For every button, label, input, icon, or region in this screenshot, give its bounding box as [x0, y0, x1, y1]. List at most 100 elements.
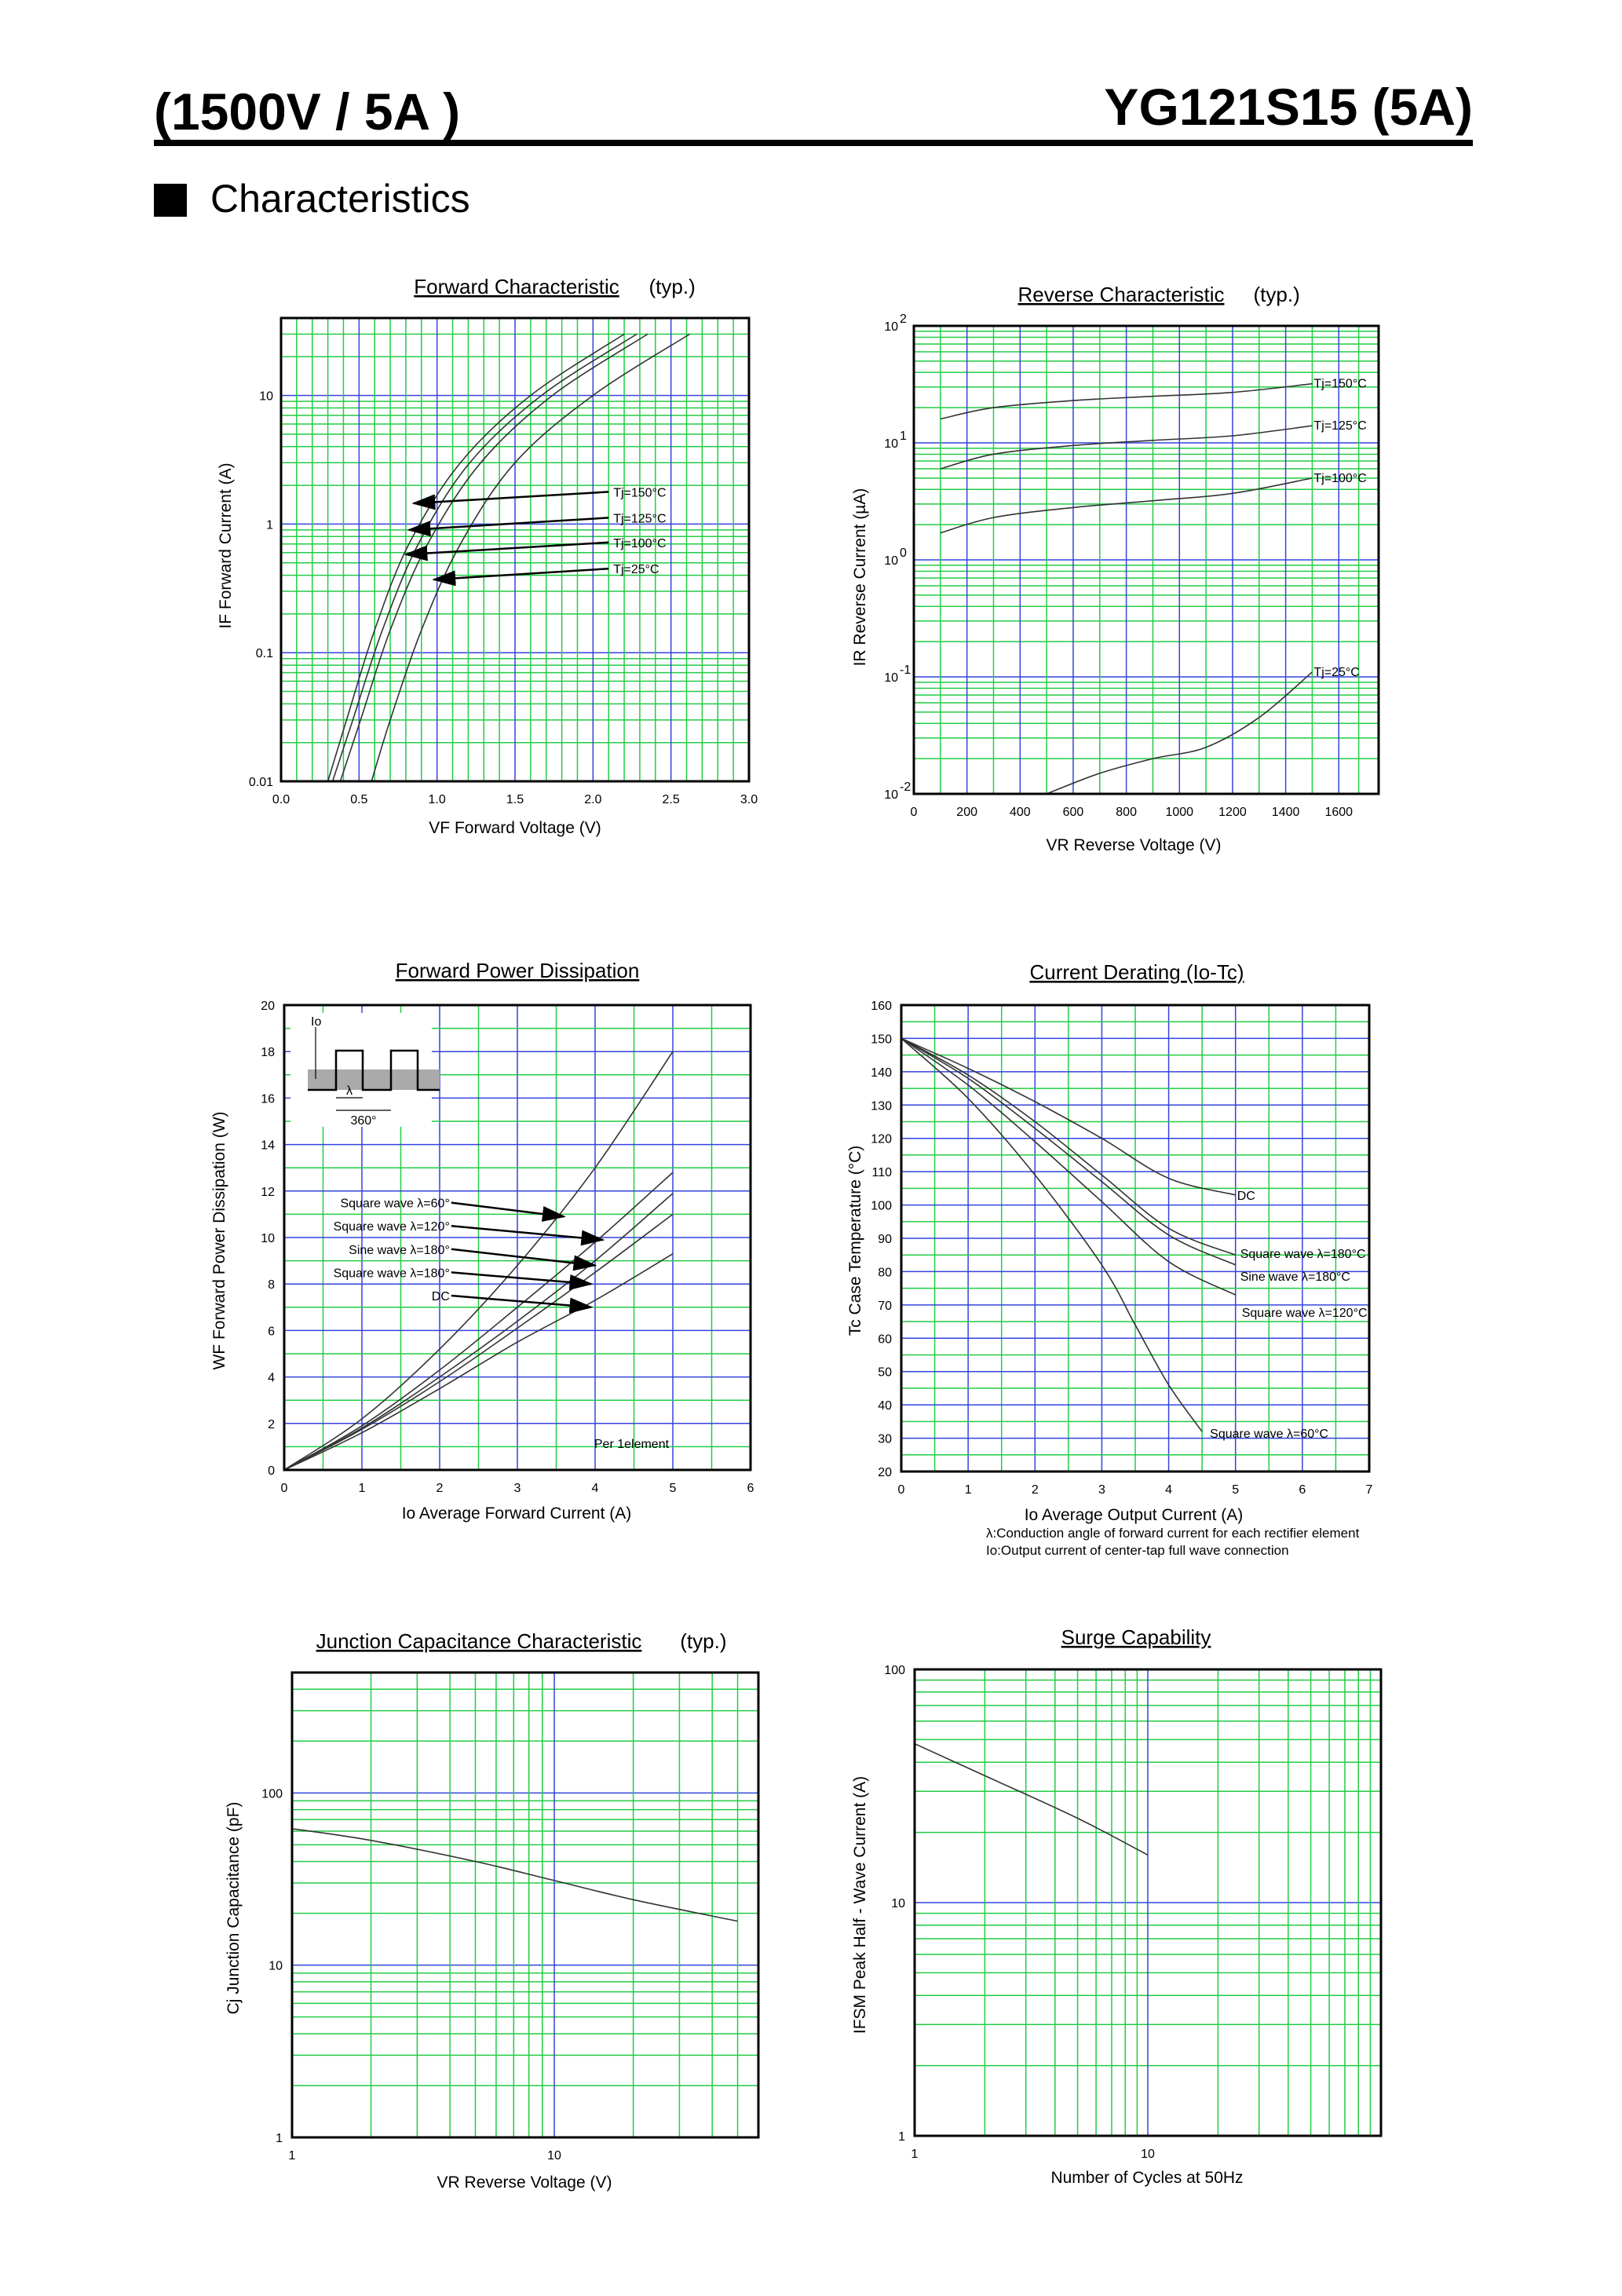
series-line-2: [901, 1037, 1237, 1266]
inset-lambda-label: λ: [346, 1084, 353, 1098]
series-line-3: [1046, 671, 1313, 795]
x-tick-label: 1.0: [429, 793, 446, 806]
x-axis-label: Io Average Forward Current (A): [402, 1504, 632, 1523]
series-line-0: [914, 1742, 1149, 1856]
forward-power-dissipation-chart: Io λ 360° Forward Power Dissipation 0 1 2 3 4 5 6 0…: [196, 954, 793, 1551]
y-tick-label: 100: [871, 1200, 892, 1213]
chart-title: Current Derating (Io-Tc): [1029, 960, 1244, 984]
annotation-arrow: [432, 567, 609, 587]
series-label: Tj=125°C: [1313, 419, 1366, 433]
junction-capacitance-chart: Junction Capacitance Characteristic (typ.…: [196, 1621, 793, 2218]
series-line-0: [291, 1828, 738, 1922]
series-line-0: [940, 382, 1313, 420]
y-tick-label: 10: [884, 554, 898, 568]
y-tick-label: 10: [884, 437, 898, 451]
annotation-arrow: [404, 541, 609, 561]
series-label: Tj=125°C: [613, 512, 666, 525]
x-tick-label: 1000: [1165, 806, 1193, 819]
y-tick-exponent: 0: [900, 547, 907, 560]
series-label: Square wave λ=180°: [334, 1267, 450, 1280]
series-line-3: [283, 1213, 674, 1471]
chart-title: Forward Characteristic: [414, 275, 619, 298]
part-number-heading: YG121S15 (5A): [1104, 78, 1473, 136]
y-tick-label: 10: [884, 671, 898, 685]
y-tick-label: 1: [898, 2130, 905, 2144]
y-tick-label: 10: [891, 1897, 905, 1910]
y-tick-exponent: 1: [900, 430, 907, 443]
series-label: Tj=25°C: [613, 563, 659, 576]
y-tick-label: 20: [261, 1000, 275, 1013]
series-line-3: [371, 333, 690, 782]
y-tick-label: 30: [878, 1433, 892, 1446]
series-label: Square wave λ=60°C: [1210, 1428, 1328, 1441]
series-label: Square wave λ=180°C: [1240, 1248, 1366, 1261]
x-tick-label: 1200: [1218, 806, 1247, 819]
annotation-arrow: [407, 517, 609, 537]
forward-characteristic-chart: Forward Characteristic (typ.) 0.0 0.5 1.0 1.5…: [188, 267, 785, 864]
plot-frame: [283, 1004, 752, 1472]
chart-title: Junction Capacitance Characteristic: [316, 1629, 642, 1653]
x-tick-label: 400: [1010, 806, 1031, 819]
x-tick-label: 0: [281, 1482, 288, 1495]
series-line-1: [283, 1172, 674, 1471]
y-tick-label: 18: [261, 1046, 275, 1059]
series-label: Square wave λ=120°: [334, 1220, 450, 1234]
x-tick-label: 800: [1116, 806, 1137, 819]
series-line-2: [283, 1193, 674, 1471]
y-tick-label: 80: [878, 1266, 892, 1279]
series-label: Tj=150°C: [1313, 378, 1366, 391]
y-axis-label: WF Forward Power Dissipation (W): [210, 1111, 228, 1369]
y-tick-label: 140: [871, 1066, 892, 1080]
x-tick-label: 0.0: [272, 793, 290, 806]
series-label: Sine wave λ=180°C: [1240, 1270, 1350, 1284]
x-tick-label: 1: [911, 2148, 919, 2161]
x-tick-label: 4: [592, 1482, 599, 1495]
y-axis-label: Tc Case Temperature (°C): [846, 1146, 864, 1336]
chart-title: Reverse Characteristic: [1018, 283, 1225, 306]
y-tick-label: 10: [261, 1232, 275, 1245]
y-tick-label: 14: [261, 1139, 275, 1153]
y-tick-label: 8: [268, 1278, 275, 1292]
plot-frame: [290, 1671, 760, 2139]
y-tick-label: 100: [884, 1664, 905, 1677]
chart-title-suffix: (typ.): [1254, 283, 1300, 306]
y-tick-exponent: -1: [900, 664, 911, 677]
x-tick-label: 6: [747, 1482, 754, 1495]
y-tick-label: 12: [261, 1186, 275, 1199]
y-tick-label: 160: [871, 1000, 892, 1013]
y-tick-label: 60: [878, 1333, 892, 1346]
y-tick-exponent: 2: [900, 313, 907, 326]
y-axis-label: IF Forward Current (A): [217, 462, 235, 628]
chart-title: Surge Capability: [1061, 1625, 1211, 1649]
x-tick-label: 4: [1165, 1483, 1172, 1497]
series-line-2: [339, 333, 648, 782]
x-axis-label: VR Reverse Voltage (V): [437, 2174, 612, 2192]
section-bullet-icon: [154, 184, 187, 217]
series-line-1: [940, 425, 1313, 470]
y-axis-label: IR Reverse Current (µA): [851, 488, 869, 667]
y-tick-label: 10: [884, 788, 898, 802]
x-tick-label: 1400: [1272, 806, 1300, 819]
series-label: DC: [1237, 1190, 1255, 1203]
x-tick-label: 3: [514, 1482, 521, 1495]
series-label: Tj=25°C: [1313, 666, 1359, 679]
x-tick-label: 1: [359, 1482, 366, 1495]
section-title: Characteristics: [210, 177, 470, 221]
x-tick-label: 2: [437, 1482, 444, 1495]
x-axis-label: Io Average Output Current (A): [1025, 1506, 1244, 1524]
y-tick-label: 0.01: [249, 776, 273, 789]
y-tick-label: 1: [266, 518, 273, 532]
x-tick-label: 200: [956, 806, 977, 819]
y-tick-label: 2: [268, 1418, 275, 1431]
x-tick-label: 3: [1098, 1483, 1105, 1497]
series-line-4: [283, 1253, 674, 1471]
series-line-4: [901, 1037, 1203, 1432]
inset-average-band: [308, 1069, 440, 1090]
series-label: Square wave λ=120°C: [1242, 1307, 1368, 1320]
y-tick-label: 90: [878, 1233, 892, 1246]
surge-capability-chart: Surge Capability 1 10 1 10 100 Number of Cycle…: [832, 1618, 1445, 2214]
header-rule: [154, 140, 1473, 146]
series-label: Square wave λ=60°: [340, 1197, 449, 1211]
rating-heading: (1500V / 5A ): [154, 82, 461, 141]
footnote: λ:Conduction angle of forward current fo…: [986, 1526, 1360, 1541]
